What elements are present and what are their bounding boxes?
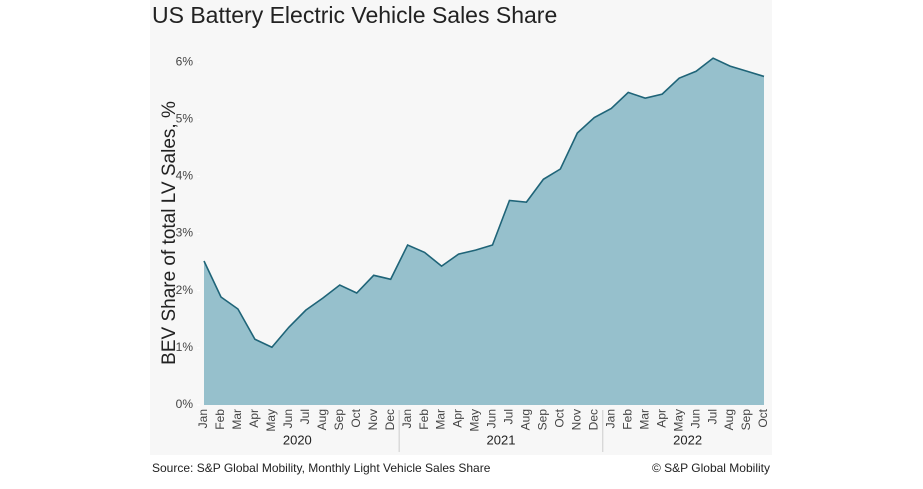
x-tick-label: Jan (196, 409, 210, 428)
copyright: © S&P Global Mobility (652, 461, 770, 475)
x-tick-label: Jan (603, 409, 617, 428)
x-tick-label: Jan (400, 409, 414, 428)
x-tick-label: Dec (383, 409, 397, 430)
x-tick-label: Jun (688, 409, 702, 428)
x-tick-label: Apr (451, 409, 465, 428)
x-tick-label: Feb (417, 409, 431, 430)
x-tick-label: Nov (570, 409, 584, 430)
x-tick-label: Sep (536, 409, 550, 431)
x-tick-label: Feb (620, 409, 634, 430)
y-tick-label: 5% (176, 111, 194, 125)
x-tick-label: Mar (230, 409, 244, 430)
x-group-label: 2021 (487, 432, 516, 447)
x-tick-label: Oct (756, 408, 770, 427)
x-tick-label: Nov (366, 409, 380, 430)
y-tick-label: 6% (176, 54, 194, 68)
x-tick-label: Jun (485, 409, 499, 428)
x-tick-label: Feb (213, 409, 227, 430)
y-tick-label: 1% (176, 340, 194, 354)
x-tick-label: Aug (722, 409, 736, 430)
y-axis-label: BEV Share of total LV Sales, % (159, 101, 180, 365)
x-tick-label: Mar (434, 409, 448, 430)
x-tick-label: May (671, 409, 685, 432)
line (203, 57, 765, 349)
x-tick-label: Jul (705, 409, 719, 424)
x-tick-label: May (264, 409, 278, 432)
x-tick-label: Jul (298, 409, 312, 424)
x-tick-label: Oct (553, 408, 567, 427)
x-tick-label: Apr (654, 409, 668, 428)
x-tick-label: Aug (519, 409, 533, 430)
x-tick-label: Sep (739, 409, 753, 431)
x-group-label: 2022 (673, 432, 702, 447)
y-tick-label: 2% (176, 283, 194, 297)
y-tick-label: 0% (176, 397, 194, 411)
chart-title: US Battery Electric Vehicle Sales Share (152, 2, 557, 28)
x-tick-label: May (468, 409, 482, 432)
x-tick-label: Sep (332, 409, 346, 431)
x-tick-label: Mar (637, 409, 651, 430)
area (204, 58, 764, 406)
x-group-label: 2020 (283, 432, 312, 447)
source-note: Source: S&P Global Mobility, Monthly Lig… (152, 461, 491, 475)
x-tick-label: Jul (502, 409, 516, 424)
x-tick-label: Apr (247, 409, 261, 428)
x-tick-label: Jun (281, 409, 295, 428)
y-tick-label: 4% (176, 169, 194, 183)
x-tick-label: Dec (586, 409, 600, 430)
x-tick-label: Aug (315, 409, 329, 430)
x-tick-label: Oct (349, 408, 363, 427)
y-tick-label: 3% (176, 226, 194, 240)
